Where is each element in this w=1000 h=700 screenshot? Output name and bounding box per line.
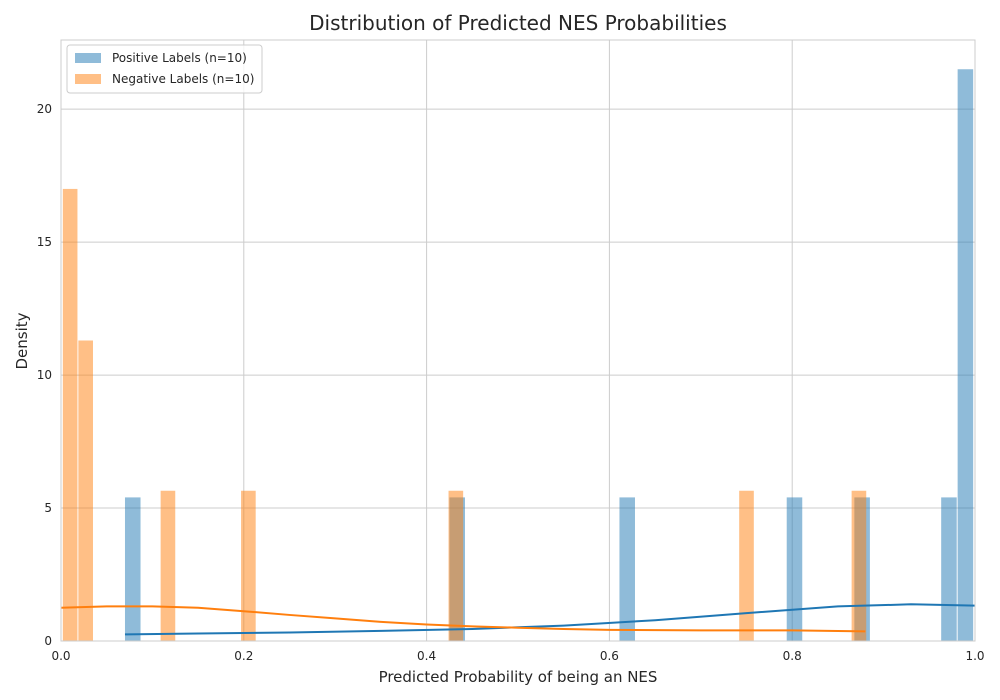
y-tick-label: 20: [37, 102, 52, 116]
y-tick-label: 10: [37, 368, 52, 382]
y-tick-label: 5: [44, 501, 52, 515]
y-tick-label: 0: [44, 634, 52, 648]
x-tick-label: 0.2: [234, 649, 253, 663]
bar-positive: [619, 497, 635, 641]
bar-positive: [941, 497, 957, 641]
bar-negative: [241, 490, 256, 641]
x-tick-label: 1.0: [965, 649, 984, 663]
legend-swatch-positive: [75, 53, 101, 63]
plot-frame: [60, 39, 976, 642]
kde-curves: [60, 603, 976, 636]
legend-box: [66, 44, 263, 94]
tick-labels: 0.0 0.2 0.4 0.6 0.8 1.0 0 5 10 15 20: [37, 102, 985, 663]
x-tick-label: 0.4: [417, 649, 436, 663]
bar-negative: [739, 490, 754, 641]
bar-negative: [851, 490, 867, 641]
bar-negative: [448, 490, 464, 641]
x-tick-label: 0.0: [51, 649, 70, 663]
chart-title: Distribution of Predicted NES Probabilit…: [309, 11, 727, 35]
bar-positive: [957, 69, 974, 642]
kde-line-negative: [60, 605, 866, 633]
bar-negative: [160, 490, 176, 641]
bar-positive: [786, 497, 803, 641]
x-axis-label: Predicted Probability of being an NES: [379, 668, 658, 686]
y-axis-label: Density: [13, 312, 31, 369]
x-tick-label: 0.6: [600, 649, 619, 663]
y-tick-label: 15: [37, 235, 52, 249]
legend: Positive Labels (n=10) Negative Labels (…: [66, 44, 263, 94]
kde-line-positive: [124, 603, 976, 636]
legend-label-positive: Positive Labels (n=10): [112, 51, 247, 65]
bar-negative: [62, 188, 78, 641]
x-tick-label: 0.8: [783, 649, 802, 663]
bar-positive: [124, 497, 141, 641]
histogram-bars: [62, 69, 974, 642]
legend-swatch-negative: [75, 74, 101, 84]
legend-label-negative: Negative Labels (n=10): [112, 72, 254, 86]
bar-negative: [78, 340, 93, 641]
